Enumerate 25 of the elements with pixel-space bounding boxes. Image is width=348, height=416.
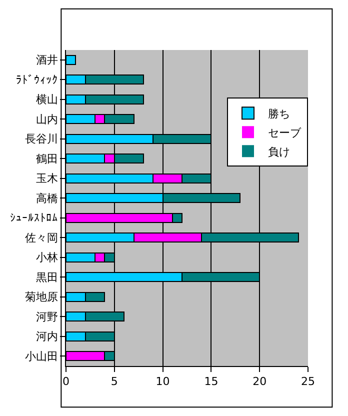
y-tick-label: 玉木 [36,172,58,186]
y-tick-label: ﾗﾄﾞｳｨｯｸ [16,73,58,86]
y-tick-label: ｼｭｰﾙｽﾄﾛﾑ [10,212,58,225]
y-tick-label: 鶴田 [36,152,58,166]
y-tick-label: 佐々岡 [24,231,58,244]
legend-label: セーブ [268,126,302,140]
x-tick-label: 25 [301,375,315,388]
x-tick-label: 5 [110,375,118,388]
y-tick-label: 菊地原 [24,290,58,304]
y-tick-label: 小山田 [24,350,58,363]
y-tick-label: 小林 [36,251,58,264]
y-tick-label: 酒井 [36,54,58,67]
y-tick-label: 黒田 [36,270,58,284]
y-tick-label: 河野 [36,310,58,324]
y-tick-label: 横山 [36,93,58,106]
y-tick-label: 高橋 [36,192,58,205]
legend-label: 勝ち [268,107,290,120]
y-tick-label: 長谷川 [24,132,58,146]
y-tick-label: 河内 [36,330,58,344]
x-tick-label: 0 [62,375,70,388]
legend-label: 負け [268,145,290,158]
x-tick-label: 20 [252,375,267,388]
x-tick-label: 15 [204,375,218,388]
x-tick-label: 10 [156,375,170,388]
y-tick-label: 山内 [36,112,58,126]
